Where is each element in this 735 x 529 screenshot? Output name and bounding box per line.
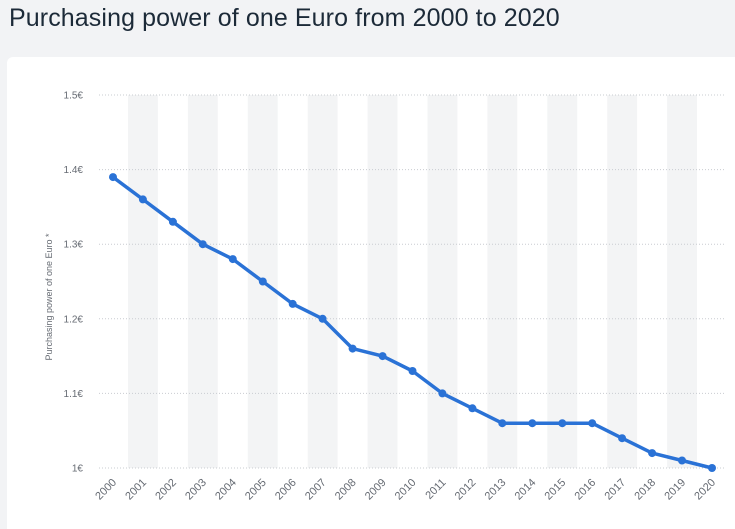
y-gridlines — [99, 94, 725, 469]
data-point[interactable] — [438, 389, 447, 398]
column-band — [667, 95, 697, 468]
x-tick-label[interactable]: 2007 — [303, 477, 329, 503]
column-band — [487, 95, 518, 468]
data-point[interactable] — [109, 173, 117, 182]
y-axis-title: Purchasing power of one Euro * — [44, 233, 54, 361]
x-tick-label[interactable]: 2006 — [273, 477, 299, 503]
data-point[interactable] — [678, 456, 686, 465]
x-tick-label[interactable]: 2016 — [573, 477, 599, 503]
column-band — [427, 95, 458, 468]
x-tick-label[interactable]: 2002 — [153, 477, 179, 503]
column-band — [607, 95, 638, 468]
x-tick-label[interactable]: 2003 — [183, 477, 209, 503]
page-title: Purchasing power of one Euro from 2000 t… — [9, 4, 560, 32]
data-point[interactable] — [558, 419, 567, 428]
data-point[interactable] — [378, 352, 387, 361]
column-band — [307, 95, 338, 468]
x-tick-label[interactable]: 2004 — [213, 477, 239, 503]
x-axis-ticks: 2000 2001 2002 2003 2004 2005 2006 2007 2008 2009… — [93, 477, 718, 503]
x-tick-label[interactable]: 2001 — [123, 477, 149, 503]
x-tick-label[interactable]: 2012 — [453, 477, 479, 503]
column-band — [547, 95, 578, 468]
x-tick-label[interactable]: 2005 — [243, 477, 269, 503]
x-tick-label[interactable]: 2009 — [363, 477, 389, 503]
column-band — [187, 95, 218, 468]
x-tick-label[interactable]: 2015 — [543, 477, 569, 503]
x-tick-label[interactable]: 2014 — [513, 477, 539, 503]
column-band — [128, 95, 158, 468]
x-tick-label[interactable]: 2018 — [632, 477, 658, 503]
column-band — [367, 95, 398, 468]
x-tick-label[interactable]: 2017 — [602, 477, 628, 503]
x-tick-label[interactable]: 2010 — [393, 477, 419, 503]
x-tick-label[interactable]: 2020 — [692, 477, 718, 503]
y-tick-label: 1.2€ — [64, 314, 84, 325]
data-point[interactable] — [648, 449, 657, 458]
y-tick-label: 1.5€ — [64, 91, 84, 102]
data-point[interactable] — [288, 299, 297, 308]
data-point[interactable] — [168, 217, 177, 226]
data-point[interactable] — [138, 195, 147, 204]
data-point[interactable] — [618, 434, 627, 443]
x-tick-label[interactable]: 2013 — [483, 477, 509, 503]
data-point[interactable] — [318, 314, 327, 323]
data-point[interactable] — [498, 419, 507, 428]
series-group — [109, 173, 716, 472]
data-point[interactable] — [468, 404, 477, 413]
x-tick-label[interactable]: 2008 — [333, 477, 359, 503]
y-tick-label: 1.4€ — [64, 165, 84, 176]
y-tick-label: 1€ — [72, 464, 84, 475]
data-point[interactable] — [228, 255, 237, 264]
data-point[interactable] — [528, 419, 537, 428]
y-tick-label: 1.3€ — [64, 240, 84, 251]
x-tick-label[interactable]: 2011 — [423, 477, 448, 502]
y-tick-label: 1.1€ — [64, 389, 84, 400]
x-tick-label[interactable]: 2000 — [93, 477, 119, 503]
data-point[interactable] — [708, 464, 716, 472]
data-point[interactable] — [588, 419, 597, 428]
y-axis-ticks: 1€ 1.1€ 1.2€ 1.3€ 1.4€ 1.5€ — [64, 91, 84, 475]
data-point[interactable] — [348, 344, 357, 353]
data-point[interactable] — [408, 367, 417, 375]
column-bands — [128, 95, 697, 468]
line-chart: 1€ 1.1€ 1.2€ 1.3€ 1.4€ 1.5€ Purchasing power … — [44, 91, 725, 503]
data-point[interactable] — [198, 240, 207, 249]
chart-card: 1€ 1.1€ 1.2€ 1.3€ 1.4€ 1.5€ Purchasing power … — [7, 57, 735, 529]
data-point[interactable] — [258, 277, 267, 286]
x-tick-label[interactable]: 2019 — [662, 477, 688, 503]
